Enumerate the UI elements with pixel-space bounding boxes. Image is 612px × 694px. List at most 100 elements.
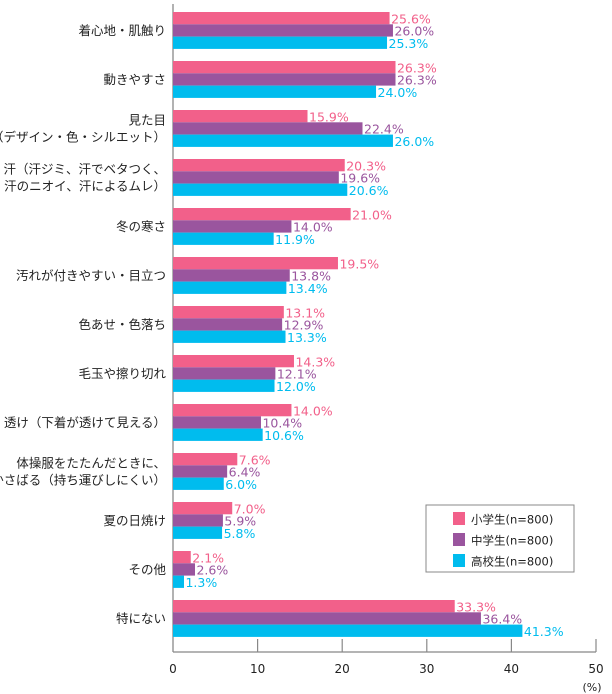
- data-label: 25.3%: [389, 36, 429, 51]
- category-label: 透け（下着が透けて見える）: [4, 415, 166, 430]
- data-label-background: [376, 86, 415, 98]
- data-label-background: [345, 159, 384, 171]
- data-label: 2.1%: [192, 550, 224, 565]
- data-label: 26.3%: [397, 73, 437, 88]
- category-label: 汗（汗ジミ、汗でベタつく、: [3, 161, 166, 176]
- data-label-background: [195, 563, 226, 576]
- bar: [173, 526, 223, 539]
- bar: [173, 134, 393, 147]
- data-label-background: [263, 429, 302, 441]
- bar: [173, 306, 284, 319]
- data-label-background: [291, 404, 330, 416]
- bar: [173, 612, 481, 625]
- data-label-background: [393, 24, 432, 37]
- x-tick-label: 20: [335, 662, 350, 676]
- x-tick-label: 30: [419, 662, 434, 676]
- category-label: 夏の日焼け: [103, 513, 166, 528]
- data-label-background: [286, 282, 325, 294]
- data-label-background: [339, 171, 378, 184]
- bar: [173, 624, 523, 637]
- data-label-background: [351, 208, 390, 220]
- category-label: 着心地・肌触り: [78, 23, 166, 38]
- bar: [173, 183, 348, 196]
- data-label: 12.1%: [277, 367, 317, 382]
- bar: [173, 404, 292, 417]
- data-label-background: [275, 380, 314, 392]
- bar: [173, 416, 261, 429]
- data-label: 36.4%: [482, 612, 522, 627]
- legend-label: 小学生(n=800): [471, 513, 553, 527]
- data-label-background: [393, 135, 432, 147]
- bar: [173, 330, 286, 343]
- data-label-background: [290, 269, 329, 282]
- data-label-background: [275, 367, 314, 380]
- data-label-background: [390, 12, 429, 24]
- data-label-background: [395, 61, 434, 73]
- data-label: 7.6%: [239, 452, 271, 467]
- x-tick-label: 0: [169, 662, 177, 676]
- data-label: 20.3%: [346, 158, 386, 173]
- legend-box: [425, 504, 575, 573]
- data-label: 10.6%: [264, 428, 304, 443]
- bar: [173, 318, 283, 331]
- bar: [173, 61, 396, 74]
- bar: [173, 551, 191, 564]
- bar: [173, 36, 388, 49]
- legend-label: 中学生(n=800): [471, 534, 553, 548]
- category-label: その他: [128, 562, 166, 577]
- bar: [173, 465, 228, 478]
- x-axis-unit: (%): [582, 681, 601, 694]
- data-label-background: [363, 122, 402, 135]
- data-label-background: [387, 37, 426, 49]
- x-tick-label: 40: [504, 662, 519, 676]
- category-label: （デザイン・色・シルエット）: [0, 129, 166, 144]
- data-label: 26.3%: [397, 60, 437, 75]
- bar: [173, 379, 275, 392]
- bar: [173, 122, 363, 135]
- category-label: 体操服をたたんだときに、: [16, 455, 166, 470]
- data-label: 5.9%: [224, 514, 256, 529]
- data-label: 14.0%: [293, 220, 333, 235]
- data-label-background: [455, 600, 494, 612]
- bar: [173, 367, 276, 380]
- data-label-background: [261, 416, 300, 429]
- data-label: 10.4%: [262, 416, 302, 431]
- data-label-background: [291, 220, 330, 233]
- data-label-background: [223, 514, 254, 527]
- data-label: 19.6%: [340, 171, 380, 186]
- data-label: 24.0%: [378, 85, 418, 100]
- bar: [173, 600, 455, 613]
- data-label-background: [347, 184, 386, 196]
- data-label: 13.8%: [291, 269, 331, 284]
- legend-swatch: [453, 512, 465, 525]
- data-label-background: [227, 465, 259, 478]
- data-label-background: [338, 257, 377, 269]
- data-label: 2.6%: [196, 563, 228, 578]
- data-label-background: [237, 453, 269, 465]
- legend-swatch: [453, 554, 465, 567]
- bar: [173, 269, 290, 282]
- data-label: 19.5%: [339, 256, 379, 271]
- bar: [173, 208, 351, 221]
- bar: [173, 514, 223, 527]
- legend-label: 高校生(n=800): [471, 555, 553, 569]
- data-label: 25.6%: [391, 11, 431, 26]
- data-label: 12.0%: [276, 379, 316, 394]
- bar: [173, 232, 274, 245]
- data-label-background: [274, 233, 313, 245]
- data-label: 7.0%: [234, 501, 266, 516]
- data-label: 14.0%: [293, 403, 333, 418]
- data-label: 26.0%: [394, 134, 434, 149]
- data-label-background: [222, 527, 253, 539]
- data-label: 13.1%: [285, 305, 325, 320]
- data-label-background: [286, 331, 325, 343]
- x-tick-label: 10: [250, 662, 265, 676]
- category-label: 動きやすさ: [103, 72, 166, 87]
- data-label-background: [184, 576, 215, 588]
- category-label: 汚れが付きやすい・目立つ: [16, 268, 166, 283]
- category-label: 毛玉や擦り切れ: [78, 366, 166, 381]
- bar: [173, 477, 224, 490]
- bar: [173, 12, 390, 25]
